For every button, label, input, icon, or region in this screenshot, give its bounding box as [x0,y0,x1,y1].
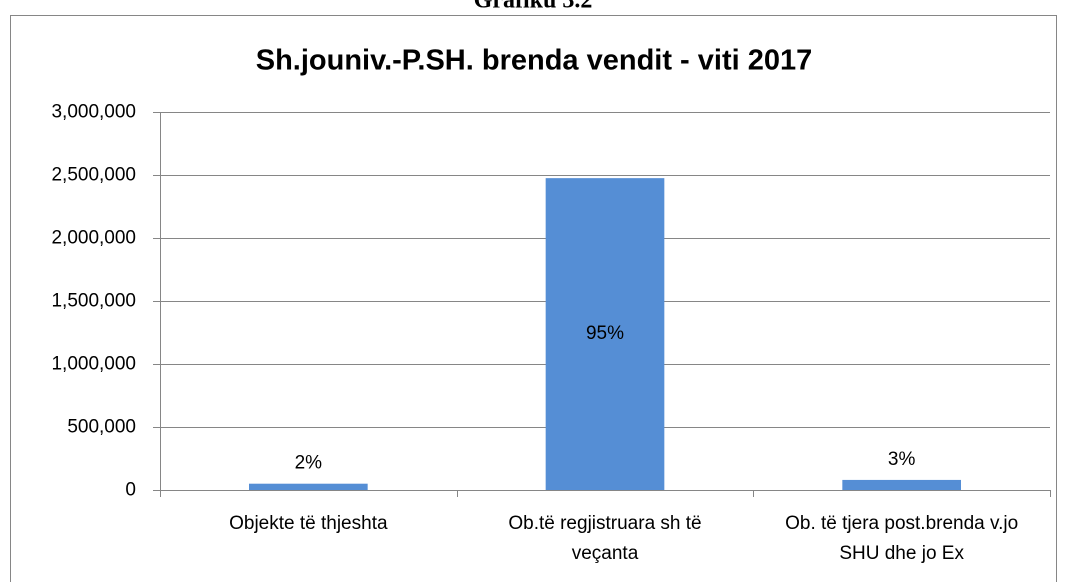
data-label: 3% [888,449,916,470]
y-tick-label: 0 [125,480,136,501]
y-tick-label: 2,500,000 [51,165,136,186]
caption: Grafiku 3.2 [474,0,593,14]
bar [249,483,368,490]
y-tick-label: 1,500,000 [51,291,136,312]
data-label: 2% [295,453,323,474]
x-tick-label: Objekte të thjeshta [229,513,388,534]
chart-title: Sh.jouniv.-P.SH. brenda vendit - viti 20… [256,45,813,77]
x-tick-label: Ob. të tjera post.brenda v.jo SHU dhe jo … [785,513,1018,564]
data-label: 95% [586,323,624,344]
x-tick-label: Ob.të regjistruara sh të veçanta [508,513,701,564]
bar [842,479,961,490]
y-tick-label: 3,000,000 [51,102,136,123]
y-tick-label: 500,000 [67,417,136,438]
y-tick-label: 2,000,000 [51,228,136,249]
chart-frame [10,15,1057,582]
bar [545,178,665,490]
y-tick-label: 1,000,000 [51,354,136,375]
